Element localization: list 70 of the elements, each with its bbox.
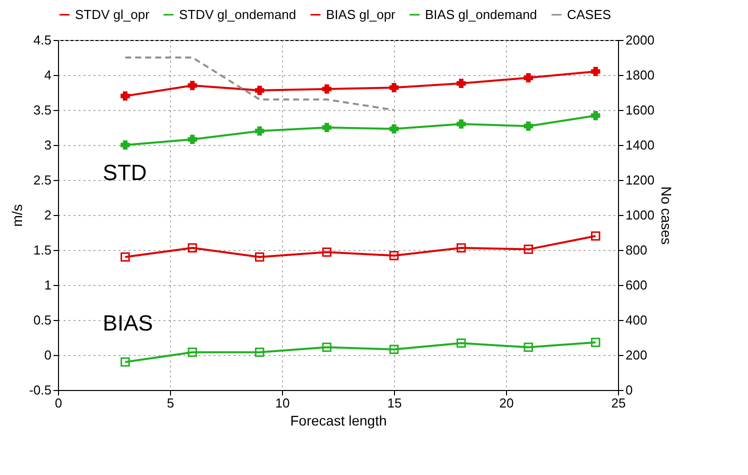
point <box>456 243 466 253</box>
x-tick-label: 0 <box>54 396 62 410</box>
point <box>254 126 264 136</box>
legend-label: STDV gl_ondemand <box>179 6 296 22</box>
point <box>188 243 198 253</box>
point <box>322 122 332 132</box>
y-tick-label: 1.5 <box>33 242 52 258</box>
y-tick-label: 4.5 <box>33 32 52 48</box>
x-tick-label: 15 <box>387 396 402 410</box>
x-axis-title: Forecast length <box>290 412 387 428</box>
y-tick-label: 1 <box>44 278 52 292</box>
point <box>456 78 466 88</box>
point <box>389 124 399 134</box>
y-tick-label: 2 <box>44 208 52 222</box>
y2-tick-label: 600 <box>626 278 648 292</box>
point <box>188 348 198 357</box>
point <box>590 66 600 76</box>
y2-tick-label: 0 <box>626 382 633 398</box>
point <box>188 134 198 144</box>
point <box>590 110 600 120</box>
y-axis-title: m/s <box>9 204 26 227</box>
point <box>120 357 130 367</box>
point <box>590 231 600 241</box>
y2-tick-label: 1600 <box>626 102 654 118</box>
y2-tick-label: 1200 <box>626 172 654 188</box>
point <box>120 91 130 101</box>
y2-tick-label: 1800 <box>626 68 654 82</box>
y-tick-label: 4 <box>44 68 52 82</box>
annotation: BIAS <box>102 310 153 336</box>
legend-label: CASES <box>567 6 612 22</box>
y-tick-label: 0 <box>44 348 52 362</box>
x-tick-label: 5 <box>166 396 174 410</box>
y2-tick-label: 200 <box>626 348 648 362</box>
point <box>322 342 332 352</box>
point <box>456 338 466 348</box>
point <box>524 244 534 254</box>
y-tick-label: -0.5 <box>29 382 52 398</box>
y2-tick-label: 1400 <box>626 138 654 152</box>
point <box>188 80 198 90</box>
point <box>254 252 264 262</box>
point <box>456 119 466 129</box>
x-tick-label: 25 <box>611 396 626 410</box>
y2-tick-label: 1000 <box>626 208 654 222</box>
x-tick-label: 20 <box>499 396 514 410</box>
point <box>389 82 399 92</box>
legend-label: STDV gl_opr <box>75 6 150 22</box>
point <box>254 86 264 96</box>
point <box>322 247 332 257</box>
y-tick-label: 3 <box>44 138 52 152</box>
x-tick-label: 10 <box>275 396 290 410</box>
y2-tick-label: 800 <box>626 242 648 258</box>
point <box>524 342 534 352</box>
legend-label: BIAS gl_ondemand <box>425 6 538 22</box>
y-tick-label: 2.5 <box>33 172 52 188</box>
point <box>120 140 130 150</box>
point <box>389 344 399 354</box>
point <box>590 338 600 348</box>
point <box>389 250 399 260</box>
point <box>254 348 264 357</box>
legend-label: BIAS gl_opr <box>326 6 396 22</box>
point <box>524 121 534 131</box>
y2-tick-label: 400 <box>626 312 648 328</box>
point <box>120 252 130 262</box>
y-tick-label: 0.5 <box>33 312 52 328</box>
y-tick-label: 3.5 <box>33 102 52 118</box>
annotation: STD <box>102 160 147 185</box>
y2-axis-title: No cases <box>658 186 674 245</box>
y2-tick-label: 2000 <box>626 32 654 48</box>
point <box>322 84 332 94</box>
point <box>524 73 534 82</box>
